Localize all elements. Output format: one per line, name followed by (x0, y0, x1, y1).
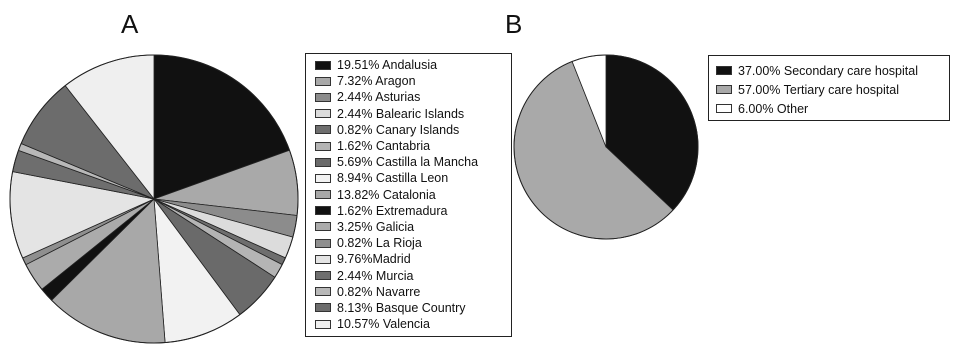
legend-swatch (716, 104, 732, 113)
legend-item: 7.32% Aragon (315, 73, 511, 89)
legend-swatch (315, 173, 331, 183)
legend-label: 5.69% Castilla la Mancha (337, 155, 479, 170)
legend-swatch (315, 287, 331, 297)
legend-item: 9.76%Madrid (315, 251, 511, 267)
pie-chart-regions (9, 54, 299, 344)
legend-label: 1.62% Cantabria (337, 139, 431, 154)
legend-swatch (716, 85, 732, 94)
legend-swatch (315, 76, 331, 86)
legend-regions: 19.51% Andalusia 7.32% Aragon 2.44% Asturi… (305, 53, 512, 337)
legend-swatch (315, 271, 331, 281)
legend-label: 1.62% Extremadura (337, 203, 448, 218)
legend-swatch (315, 190, 331, 200)
legend-item: 1.62% Extremadura (315, 203, 511, 219)
legend-item: 8.94% Castilla Leon (315, 170, 511, 186)
legend-item: 10.57% Valencia (315, 316, 511, 332)
panel-b-label: B (505, 9, 523, 39)
legend-label: 8.94% Castilla Leon (337, 171, 449, 186)
legend-swatch (315, 157, 331, 167)
legend-item: 6.00% Other (716, 99, 949, 118)
legend-swatch (716, 66, 732, 75)
legend-label: 3.25% Galicia (337, 219, 415, 234)
legend-label: 2.44% Balearic Islands (337, 106, 465, 121)
legend-label: 57.00% Tertiary care hospital (738, 82, 899, 97)
legend-item: 37.00% Secondary care hospital (716, 61, 949, 80)
legend-item: 1.62% Cantabria (315, 138, 511, 154)
legend-swatch (315, 141, 331, 151)
legend-label: 0.82% Canary Islands (337, 122, 460, 137)
pie-outline (513, 54, 699, 240)
legend-item: 8.13% Basque Country (315, 300, 511, 316)
legend-swatch (315, 92, 331, 102)
legend-item: 2.44% Murcia (315, 267, 511, 283)
legend-label: 8.13% Basque Country (337, 300, 466, 315)
panel-a-label: A (121, 9, 139, 39)
legend-label: 0.82% Navarre (337, 284, 421, 299)
legend-item: 0.82% Canary Islands (315, 122, 511, 138)
legend-swatch (315, 303, 331, 313)
legend-swatch (315, 238, 331, 248)
legend-label: 13.82% Catalonia (337, 187, 436, 202)
legend-item: 0.82% Navarre (315, 284, 511, 300)
legend-swatch (315, 60, 331, 70)
legend-item: 0.82% La Rioja (315, 235, 511, 251)
legend-swatch (315, 206, 331, 216)
legend-swatch (315, 125, 331, 135)
legend-item: 2.44% Asturias (315, 89, 511, 105)
pie-chart-hospital-type (513, 54, 699, 240)
legend-item: 19.51% Andalusia (315, 57, 511, 73)
legend-item: 2.44% Balearic Islands (315, 106, 511, 122)
legend-label: 37.00% Secondary care hospital (738, 63, 918, 78)
legend-hospital-type: 37.00% Secondary care hospital 57.00% Ter… (708, 55, 950, 121)
legend-label: 2.44% Murcia (337, 268, 414, 283)
legend-swatch (315, 254, 331, 264)
legend-label: 0.82% La Rioja (337, 236, 422, 251)
legend-swatch (315, 109, 331, 119)
legend-label: 19.51% Andalusia (337, 58, 438, 73)
legend-item: 5.69% Castilla la Mancha (315, 154, 511, 170)
legend-item: 57.00% Tertiary care hospital (716, 80, 949, 99)
legend-item: 13.82% Catalonia (315, 187, 511, 203)
legend-swatch (315, 319, 331, 329)
legend-label: 9.76%Madrid (337, 252, 411, 267)
legend-label: 2.44% Asturias (337, 90, 421, 105)
legend-swatch (315, 222, 331, 232)
legend-label: 10.57% Valencia (337, 317, 430, 332)
legend-item: 3.25% Galicia (315, 219, 511, 235)
legend-label: 6.00% Other (738, 101, 809, 116)
legend-label: 7.32% Aragon (337, 74, 416, 89)
